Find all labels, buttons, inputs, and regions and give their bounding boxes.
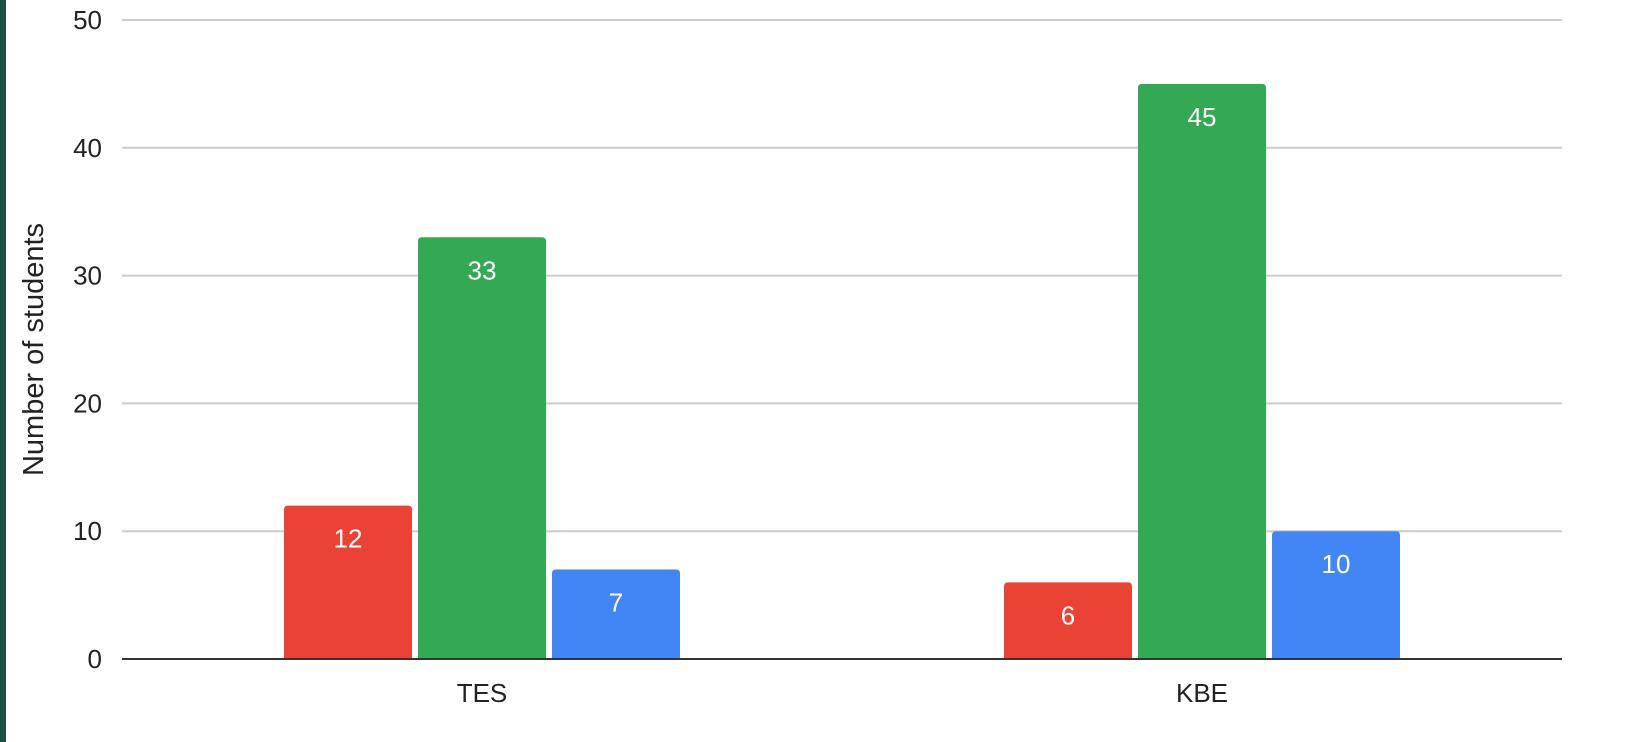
data-label-tes-1: 12 xyxy=(334,524,363,554)
y-axis-tick-labels: 0 10 20 30 40 50 xyxy=(73,5,102,674)
left-edge-border xyxy=(0,0,6,742)
bar-kbe-3 xyxy=(1272,531,1400,659)
data-label-tes-2: 33 xyxy=(468,255,497,285)
bar-tes-3 xyxy=(552,569,680,659)
gridlines xyxy=(122,19,1562,533)
bar-kbe-1 xyxy=(1004,582,1132,659)
y-tick-label-40: 40 xyxy=(73,133,102,163)
data-label-kbe-3: 10 xyxy=(1322,549,1351,579)
y-tick-label-30: 30 xyxy=(73,261,102,291)
y-tick-label-50: 50 xyxy=(73,5,102,35)
x-tick-label-kbe: KBE xyxy=(1176,678,1228,708)
y-tick-label-10: 10 xyxy=(73,516,102,546)
y-axis-title: Number of students xyxy=(18,223,50,476)
data-label-kbe-2: 45 xyxy=(1188,102,1217,132)
y-tick-label-0: 0 xyxy=(88,644,102,674)
y-tick-label-20: 20 xyxy=(73,388,102,418)
x-axis-tick-labels: TES KBE xyxy=(457,678,1228,708)
bar-series xyxy=(284,83,1400,659)
data-label-tes-3: 7 xyxy=(609,588,623,618)
bar-tes-1 xyxy=(284,505,412,659)
x-tick-label-tes: TES xyxy=(457,678,508,708)
bar-kbe-2 xyxy=(1138,83,1266,659)
data-labels: 12 33 7 6 45 10 xyxy=(334,102,1351,630)
bar-tes-2 xyxy=(418,237,546,659)
data-label-kbe-1: 6 xyxy=(1061,600,1075,630)
